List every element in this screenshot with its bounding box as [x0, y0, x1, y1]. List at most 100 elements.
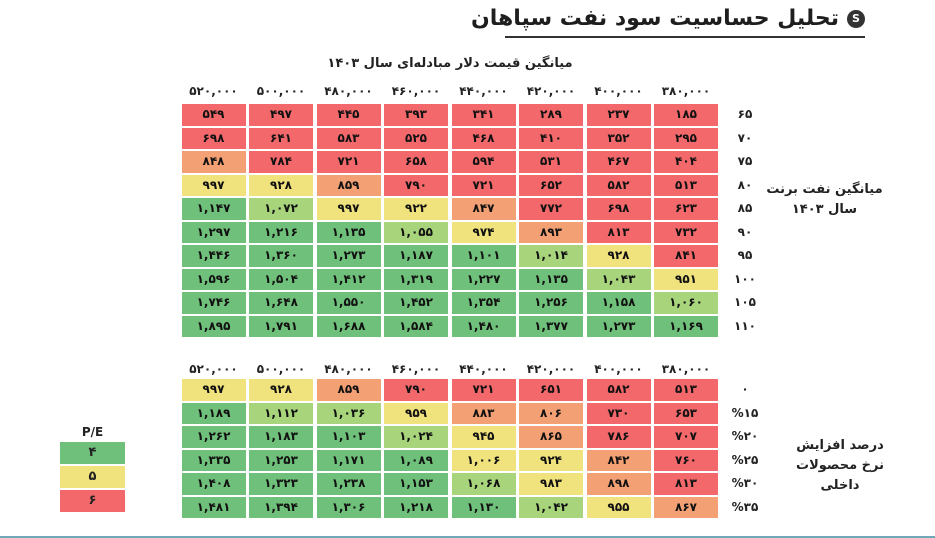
heatmap-cell: ۶۵۲	[519, 174, 583, 196]
column-header: ۴۴۰,۰۰۰	[459, 84, 508, 98]
heatmap-cell: ۱,۳۶۰	[249, 245, 313, 267]
heatmap-cell: ۱,۲۶۲	[181, 426, 246, 448]
row-header: ۹۰	[737, 224, 753, 239]
heatmap-cell: ۷۷۲	[519, 198, 583, 220]
heatmap-cell: ۱,۴۴۶	[181, 245, 246, 267]
column-header: ۵۲۰,۰۰۰	[189, 84, 238, 98]
row-header: ۹۵	[737, 248, 753, 262]
heatmap-cell: ۱,۲۷۳	[316, 245, 381, 267]
column-header: ۴۲۰,۰۰۰	[526, 84, 576, 98]
column-header: ۴۸۰,۰۰۰	[324, 362, 373, 376]
row-header: ۱۱۰	[734, 318, 756, 333]
heatmap-cell: ۷۲۱	[451, 379, 516, 401]
heatmap-cell: ۶۴۱	[249, 127, 313, 149]
heatmap-cell: ۵۱۳	[654, 174, 718, 196]
heatmap-cell: ۱,۲۱۶	[249, 221, 313, 243]
heatmap-cell: ۱,۱۳۰	[451, 496, 516, 518]
column-header: ۵۲۰,۰۰۰	[189, 362, 238, 376]
footer-line	[0, 536, 935, 538]
heatmap-cell: ۹۵۹	[384, 402, 448, 424]
heatmap-cell: ۷۲۱	[316, 151, 381, 173]
heatmap-cell: ۱,۵۹۶	[181, 268, 246, 290]
heatmap-cell: ۱,۴۸۰	[451, 315, 516, 337]
heatmap-cell: ۹۲۸	[249, 174, 313, 196]
heatmap-cell: ۱,۰۴۳	[586, 268, 651, 290]
heatmap-cell: ۱,۳۵۴	[451, 292, 516, 314]
heatmap-cell: ۱,۱۸۹	[181, 402, 246, 424]
heatmap-cell: ۸۱۳	[654, 473, 718, 495]
heatmap-cell: ۳۵۲	[586, 127, 651, 149]
heatmap-cell: ۹۲۲	[384, 198, 448, 220]
heatmap-cell: ۹۸۳	[519, 473, 583, 495]
heatmap-cell: ۱,۰۲۴	[384, 426, 448, 448]
heatmap-cell: ۹۲۸	[586, 245, 651, 267]
row-header: ۷۵	[737, 154, 753, 168]
title-bar: S تحلیل حساسیت سود نفت سپاهان	[471, 6, 865, 38]
heatmap-cell: ۱,۰۶۰	[654, 292, 718, 314]
row-header: ۸۵	[737, 201, 753, 215]
column-header: ۳۸۰,۰۰۰	[661, 362, 711, 376]
heatmap-cell: ۱,۶۴۸	[249, 292, 313, 314]
row-header: ۶۵	[737, 107, 753, 121]
heatmap-cell: ۴۰۴	[654, 151, 718, 173]
heatmap-cell: ۱,۴۸۱	[181, 496, 246, 518]
row-header: ۱۰۰	[734, 271, 756, 286]
heatmap-cell: ۸۹۳	[519, 221, 583, 243]
company-logo-icon: S	[847, 10, 865, 28]
heatmap-cell: ۸۵۹	[316, 379, 381, 401]
heatmap-cell: ۹۲۸	[249, 379, 313, 401]
title-underline	[505, 36, 865, 38]
column-header: ۳۸۰,۰۰۰	[661, 84, 711, 98]
heatmap-cell: ۱,۰۷۲	[249, 198, 313, 220]
heatmap-cell: ۸۴۱	[654, 245, 718, 267]
legend-item: ۶	[60, 490, 125, 512]
legend-item: ۵	[60, 466, 125, 488]
row-header: ۸۰	[737, 177, 753, 192]
heatmap-cell: ۱,۰۳۶	[316, 402, 381, 424]
heatmap-cell: ۴۱۰	[519, 127, 583, 149]
heatmap-cell: ۸۶۷	[654, 496, 718, 518]
heatmap-cell: ۱,۵۵۰	[316, 292, 381, 314]
heatmap-cell: ۶۹۸	[586, 198, 651, 220]
heatmap-cell: ۷۰۷	[654, 426, 718, 448]
heatmap-cell: ۶۵۸	[384, 151, 448, 173]
heatmap-cell: ۸۱۳	[586, 221, 651, 243]
heatmap-cell: ۴۶۷	[586, 151, 651, 173]
column-header: ۴۴۰,۰۰۰	[459, 362, 508, 376]
row-header: %۳۵	[731, 499, 759, 514]
heatmap-cell: ۸۴۷	[451, 198, 516, 220]
heatmap-cell: ۱,۳۹۴	[249, 496, 313, 518]
heatmap-cell: ۸۶۵	[519, 426, 583, 448]
heatmap-cell: ۱,۴۵۲	[384, 292, 448, 314]
column-header: ۴۶۰,۰۰۰	[391, 362, 441, 376]
heatmap-cell: ۱,۳۰۶	[316, 496, 381, 518]
heatmap-cell: ۵۸۲	[586, 379, 651, 401]
heatmap-cell: ۱,۲۵۶	[519, 292, 583, 314]
heatmap-cell: ۹۴۵	[451, 426, 516, 448]
heatmap-cell: ۱,۲۳۸	[316, 473, 381, 495]
heatmap-cell: ۹۹۷	[316, 198, 381, 220]
table1-row-axis-label: میانگین نفت برنت سال ۱۴۰۳	[766, 182, 883, 217]
heatmap-cell: ۱,۱۰۳	[316, 426, 381, 448]
heatmap-cell: ۵۹۴	[451, 151, 516, 173]
heatmap-cell: ۶۵۳	[654, 402, 718, 424]
heatmap-cell: ۱,۲۲۷	[451, 268, 516, 290]
heatmap-cell: ۸۹۸	[586, 473, 651, 495]
heatmap-cell: ۱,۱۳۵	[316, 221, 381, 243]
heatmap-cell: ۵۱۳	[654, 379, 718, 401]
heatmap-cell: ۱,۱۴۷	[181, 198, 246, 220]
heatmap-cell: ۶۲۳	[654, 198, 718, 220]
heatmap-cell: ۷۳۰	[586, 402, 651, 424]
heatmap-cell: ۱,۶۸۸	[316, 315, 381, 337]
heatmap-cell: ۱,۷۹۱	[249, 315, 313, 337]
heatmap-cell: ۷۲۱	[451, 174, 516, 196]
heatmap-cell: ۴۹۷	[249, 104, 313, 126]
heatmap-cell: ۹۲۴	[519, 449, 583, 471]
heatmap-cell: ۱,۳۳۵	[181, 449, 246, 471]
heatmap-cell: ۱,۲۱۸	[384, 496, 448, 518]
heatmap-cell: ۴۶۸	[451, 127, 516, 149]
heatmap-cell: ۱,۰۸۹	[384, 449, 448, 471]
row-header: %۱۵	[731, 405, 759, 420]
heatmap-cell: ۹۷۴	[451, 221, 516, 243]
